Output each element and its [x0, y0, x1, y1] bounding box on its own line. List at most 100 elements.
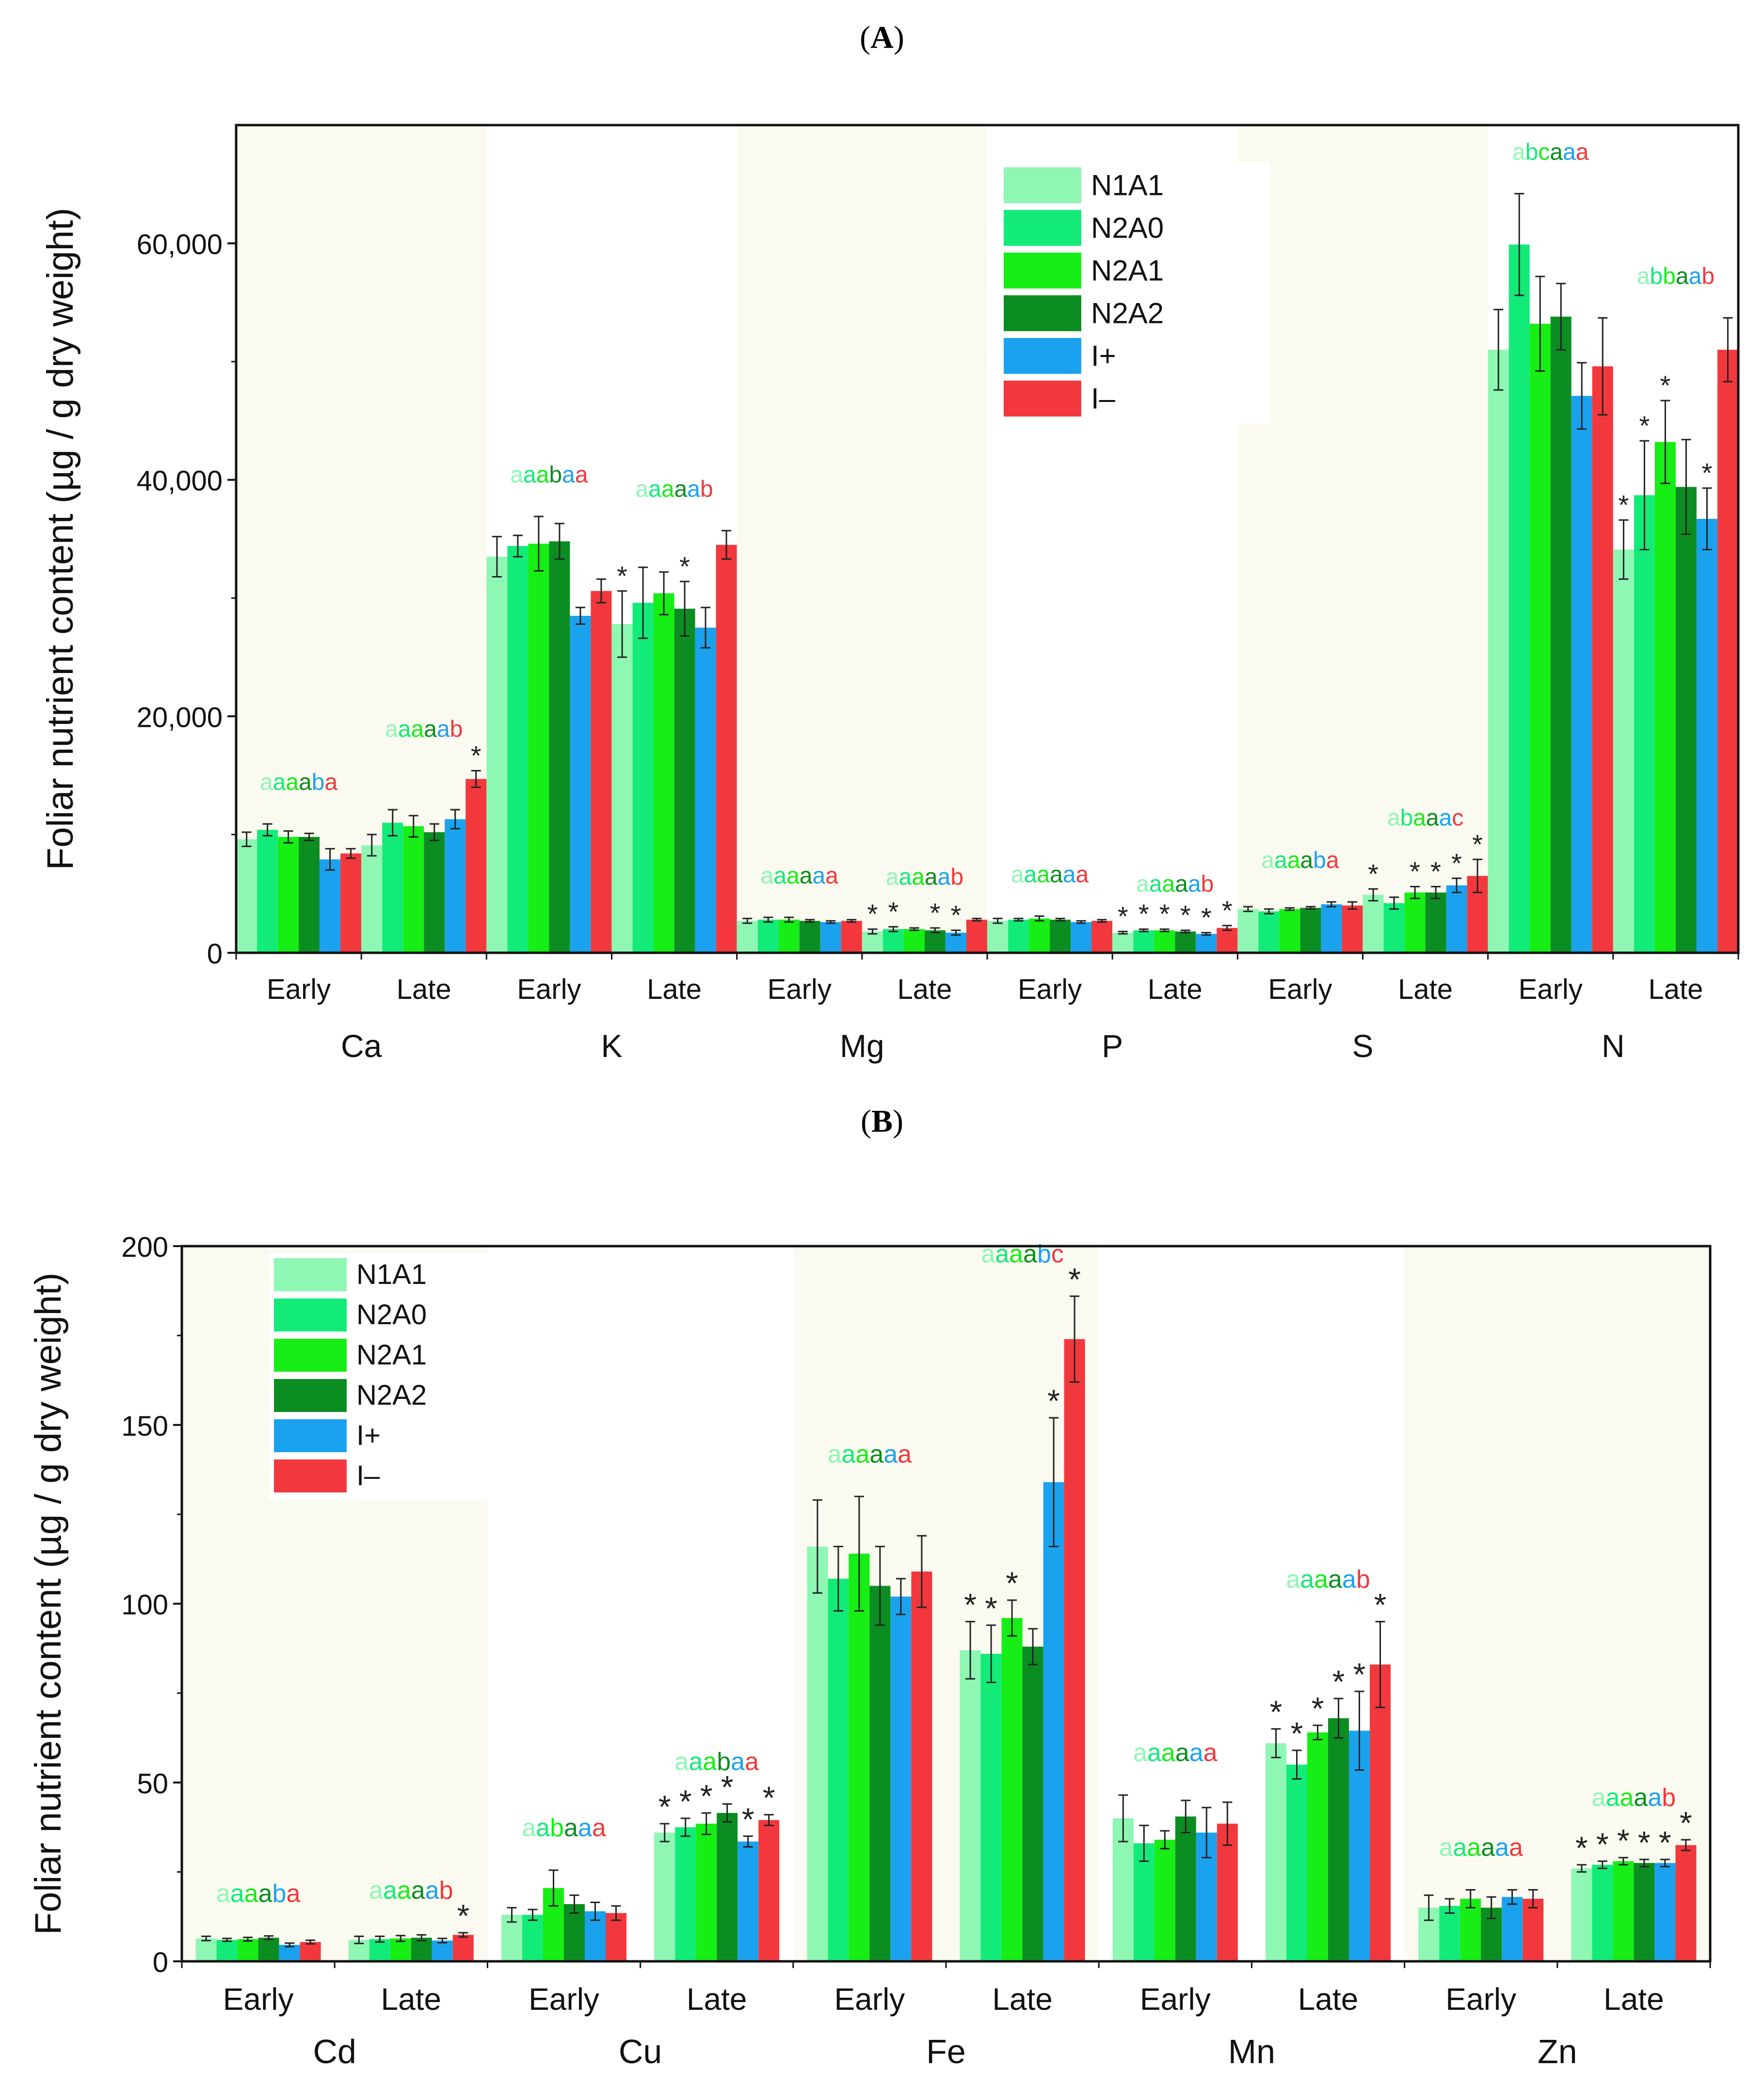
significance-star: * — [1312, 1690, 1324, 1726]
letter: b — [312, 769, 325, 795]
significance-star: * — [1659, 1825, 1671, 1860]
bar — [507, 546, 529, 953]
letter: a — [855, 1440, 869, 1468]
letter: a — [761, 863, 774, 889]
bar — [1175, 1816, 1196, 1961]
letter: a — [1162, 871, 1175, 897]
bar — [903, 929, 925, 953]
bar — [1696, 519, 1717, 953]
bar — [320, 859, 341, 953]
bar — [1342, 905, 1363, 953]
bar — [675, 1827, 696, 1961]
letter: a — [1009, 1240, 1023, 1268]
bar — [1279, 909, 1300, 953]
bar — [445, 819, 466, 953]
nutrient-band — [1404, 1246, 1710, 1961]
letter: b — [700, 476, 713, 502]
nutrient-band — [737, 125, 987, 953]
letter: a — [398, 716, 411, 742]
bar — [606, 1913, 626, 1961]
bar — [1154, 1840, 1175, 1961]
stage-label: Early — [1140, 1982, 1211, 2017]
letter: a — [1326, 848, 1339, 873]
letter: a — [1413, 805, 1426, 831]
bar — [528, 544, 549, 953]
bar — [911, 1571, 932, 1961]
letter: a — [825, 863, 838, 889]
letter: a — [812, 863, 825, 889]
letter: a — [299, 769, 312, 795]
bar — [1675, 1845, 1697, 1961]
letter: a — [689, 1748, 703, 1776]
letter: a — [1481, 1834, 1495, 1862]
bar — [258, 1938, 279, 1961]
stage-label: Early — [1519, 974, 1583, 1005]
letter: a — [731, 1748, 745, 1776]
bar — [849, 1554, 870, 1961]
significance-star: * — [471, 740, 481, 770]
stage-label: Late — [1298, 1982, 1359, 2017]
group-letters: aaaaba — [216, 1880, 301, 1908]
letter: b — [1701, 263, 1715, 289]
bar — [1383, 903, 1405, 953]
letter: a — [674, 1748, 689, 1776]
letter: a — [1037, 862, 1050, 887]
legend-swatch — [1004, 210, 1081, 246]
letter: a — [1011, 862, 1024, 887]
panel-a-label: (A) — [860, 20, 904, 55]
bar — [862, 931, 883, 953]
group-letters: aaaaaa — [1011, 862, 1089, 887]
letter: a — [745, 1748, 759, 1776]
letter: a — [1495, 1834, 1509, 1862]
bar — [1613, 1861, 1634, 1961]
bar — [236, 839, 257, 953]
letter: a — [1274, 848, 1287, 873]
group-letters: aaabaa — [674, 1748, 759, 1776]
nutrient-label: Cu — [619, 2033, 662, 2070]
letter: a — [1147, 1739, 1161, 1767]
y-tick-label: 20,000 — [137, 702, 223, 733]
significance-star: * — [700, 1778, 713, 1814]
letter: a — [1387, 805, 1400, 831]
bar — [382, 822, 403, 953]
significance-star: * — [1575, 1830, 1588, 1866]
stage-label: Late — [1398, 974, 1453, 1005]
letter: a — [773, 863, 786, 889]
significance-star: * — [1451, 848, 1462, 878]
nutrient-band — [236, 125, 487, 953]
letter: a — [437, 716, 450, 742]
bar — [1029, 918, 1050, 953]
bar — [890, 1596, 912, 1961]
group-letters: aaaaab — [1592, 1783, 1676, 1811]
legend-swatch — [274, 1339, 347, 1372]
bar — [1529, 323, 1551, 953]
letter: a — [1689, 263, 1702, 289]
letter: a — [1592, 1783, 1606, 1811]
letter: a — [383, 1876, 397, 1905]
group-letters: aaaaab — [1136, 871, 1214, 897]
bar — [1217, 928, 1238, 953]
bar — [1488, 350, 1509, 953]
y-tick-label: 50 — [137, 1768, 168, 1799]
letter: a — [258, 1880, 273, 1908]
letter: a — [260, 769, 273, 795]
bar — [966, 919, 987, 953]
group-letters: abcaaa — [1512, 139, 1589, 165]
bar — [452, 1935, 474, 1961]
letter: a — [230, 1880, 244, 1908]
letter: a — [886, 864, 899, 890]
stage-label: Late — [1604, 1982, 1664, 2017]
bar — [403, 826, 424, 953]
bar — [369, 1939, 390, 1961]
stage-label: Early — [267, 974, 331, 1005]
nutrient-label: P — [1102, 1028, 1123, 1064]
bar — [696, 1824, 717, 1961]
bar — [1091, 921, 1113, 953]
letter: a — [635, 476, 648, 502]
bar — [1050, 919, 1071, 953]
letter: a — [273, 769, 286, 795]
bar — [278, 837, 299, 953]
letter: a — [1620, 1783, 1634, 1811]
legend-swatch — [1004, 295, 1081, 331]
letter: a — [1648, 1783, 1662, 1811]
